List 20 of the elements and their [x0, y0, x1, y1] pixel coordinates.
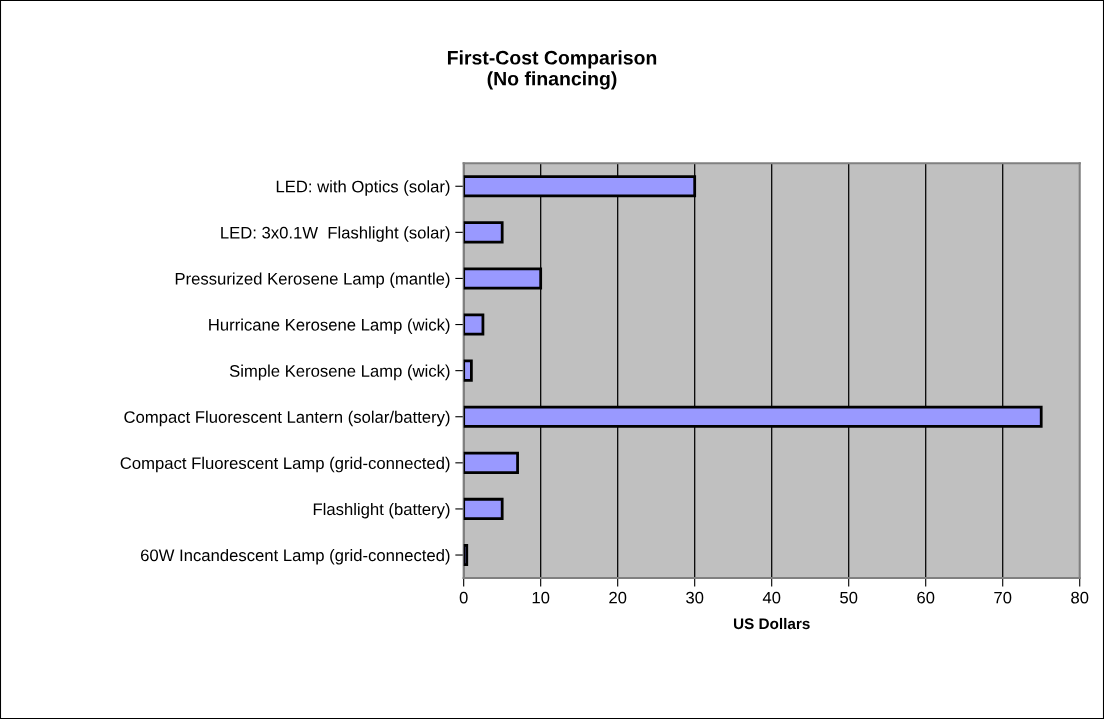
x-tick-label: 20	[609, 591, 627, 604]
x-tick-label: 60	[917, 591, 935, 604]
x-tick-label: 50	[840, 591, 858, 604]
y-tick-label: Compact Fluorescent Lamp (grid-connected)	[120, 456, 450, 473]
y-tick-label: Compact Fluorescent Lantern (solar/battery)	[124, 410, 450, 427]
x-tick-label: 10	[532, 591, 550, 604]
y-tick-label: 60W Incandescent Lamp (grid-connected)	[141, 548, 450, 565]
x-tick-label: 0	[459, 591, 468, 604]
x-tick-label: 80	[1071, 591, 1089, 604]
y-tick-label: Simple Kerosene Lamp (wick)	[229, 364, 450, 381]
y-tick-label: Pressurized Kerosene Lamp (mantle)	[175, 272, 450, 288]
x-tick-label: 40	[762, 591, 781, 604]
x-tick-label: 30	[686, 591, 704, 604]
y-tick-label: LED: 3x0.1W Flashlight (solar)	[221, 226, 450, 242]
y-tick-label: Hurricane Kerosene Lamp (wick)	[209, 318, 450, 335]
y-tick-label: Flashlight (battery)	[313, 502, 450, 519]
y-tick-label: LED: with Optics (solar)	[276, 180, 450, 196]
chart-title: First-Cost Comparison (No financing)	[447, 50, 657, 90]
x-axis-title: US Dollars	[733, 617, 810, 630]
x-tick-label: 70	[994, 591, 1012, 604]
